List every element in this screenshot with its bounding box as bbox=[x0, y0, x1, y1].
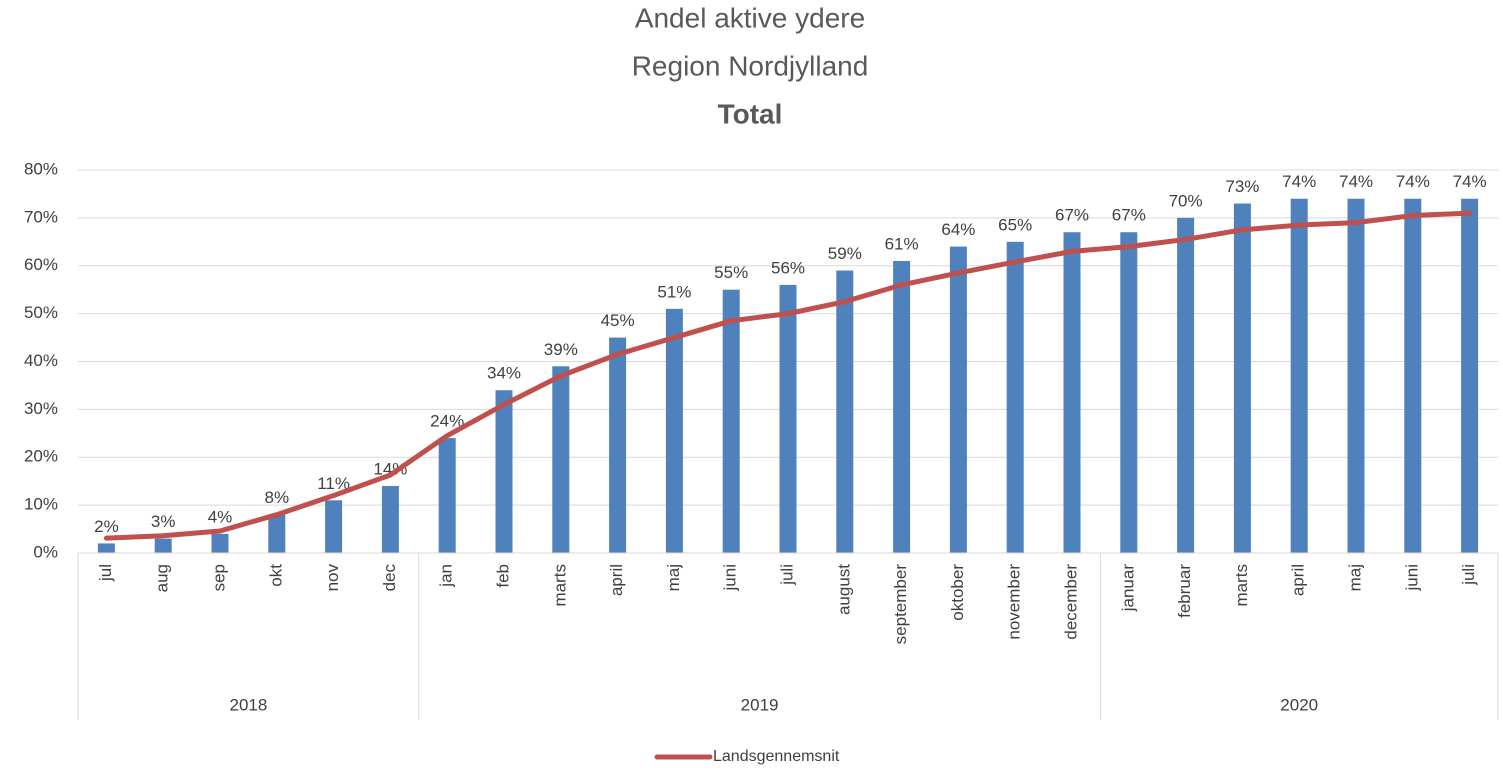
x-tick-label: august bbox=[834, 564, 853, 615]
x-tick-label: marts bbox=[550, 564, 569, 607]
x-tick-label: februar bbox=[1175, 564, 1194, 618]
x-tick-label: jan bbox=[437, 564, 456, 588]
bar bbox=[154, 538, 172, 553]
bar bbox=[268, 514, 286, 553]
data-label: 11% bbox=[317, 474, 350, 493]
data-label: 51% bbox=[657, 282, 691, 301]
y-tick-label: 80% bbox=[24, 159, 58, 178]
y-tick-label: 30% bbox=[24, 399, 58, 418]
x-tick-label: januar bbox=[1118, 564, 1137, 613]
x-tick-label: juli bbox=[1459, 564, 1478, 586]
data-label: 55% bbox=[714, 263, 748, 282]
bar bbox=[893, 260, 911, 553]
data-label: 73% bbox=[1225, 177, 1259, 196]
data-label: 4% bbox=[208, 507, 233, 526]
x-tick-label: sep bbox=[209, 564, 228, 591]
legend-label: Landsgennemsnit bbox=[713, 748, 840, 765]
bar bbox=[1177, 217, 1195, 553]
x-tick-label: feb bbox=[493, 564, 512, 588]
bar bbox=[495, 390, 513, 553]
x-tick-label: maj bbox=[664, 564, 683, 591]
x-tick-label: nov bbox=[323, 564, 342, 592]
data-label: 74% bbox=[1396, 172, 1430, 191]
x-tick-label: september bbox=[891, 564, 910, 645]
data-label: 70% bbox=[1169, 191, 1203, 210]
bar bbox=[1120, 232, 1138, 554]
x-tick-label: april bbox=[1289, 564, 1308, 596]
x-tick-label: aug bbox=[153, 564, 172, 592]
data-label: 24% bbox=[430, 412, 464, 431]
data-label: 61% bbox=[885, 234, 919, 253]
x-tick-label: juni bbox=[721, 564, 740, 591]
x-tick-label: marts bbox=[1232, 564, 1251, 607]
y-tick-label: 20% bbox=[24, 447, 58, 466]
x-tick-label: juni bbox=[1402, 564, 1421, 591]
bar bbox=[211, 533, 229, 553]
bar bbox=[836, 270, 854, 553]
data-label: 39% bbox=[544, 340, 578, 359]
bar bbox=[722, 289, 740, 553]
x-tick-label: april bbox=[607, 564, 626, 596]
group-label: 2018 bbox=[229, 695, 267, 714]
x-tick-label: okt bbox=[266, 564, 285, 587]
data-label: 74% bbox=[1282, 172, 1316, 191]
bar bbox=[552, 366, 570, 553]
y-tick-label: 60% bbox=[24, 255, 58, 274]
bar bbox=[325, 500, 343, 553]
data-label: 3% bbox=[151, 512, 176, 531]
bar bbox=[1063, 232, 1081, 554]
data-label: 67% bbox=[1055, 206, 1089, 225]
x-tick-label: maj bbox=[1345, 564, 1364, 591]
data-label: 59% bbox=[828, 244, 862, 263]
bar bbox=[97, 543, 115, 553]
x-tick-label: oktober bbox=[948, 564, 967, 621]
bar bbox=[1233, 203, 1251, 553]
x-tick-label: dec bbox=[380, 564, 399, 592]
group-label: 2019 bbox=[741, 695, 779, 714]
bar bbox=[1006, 241, 1024, 553]
y-tick-label: 40% bbox=[24, 351, 58, 370]
data-label: 67% bbox=[1112, 206, 1146, 225]
data-label: 56% bbox=[771, 258, 805, 277]
data-label: 64% bbox=[941, 220, 975, 239]
bar bbox=[1290, 198, 1308, 553]
bar bbox=[1404, 198, 1422, 553]
x-tick-label: juli bbox=[777, 564, 796, 586]
bar bbox=[609, 337, 627, 553]
bar bbox=[438, 438, 456, 553]
data-label: 74% bbox=[1339, 172, 1373, 191]
bar bbox=[1461, 198, 1479, 553]
chart-title: Andel aktive ydere bbox=[635, 2, 865, 33]
bar bbox=[381, 485, 399, 553]
bar bbox=[665, 308, 683, 553]
data-label: 65% bbox=[998, 215, 1032, 234]
data-label: 34% bbox=[487, 364, 521, 383]
bar bbox=[1347, 198, 1365, 553]
data-label: 45% bbox=[601, 311, 635, 330]
line-series bbox=[103, 210, 1473, 541]
group-label: 2020 bbox=[1280, 695, 1318, 714]
data-label: 14% bbox=[373, 459, 407, 478]
bar bbox=[779, 284, 797, 553]
data-label: 74% bbox=[1453, 172, 1487, 191]
data-label: 8% bbox=[265, 488, 290, 507]
y-tick-label: 70% bbox=[24, 207, 58, 226]
y-tick-label: 0% bbox=[33, 542, 58, 561]
x-tick-label: jul bbox=[96, 564, 115, 582]
data-label: 2% bbox=[94, 517, 119, 536]
x-tick-label: november bbox=[1005, 564, 1024, 640]
bar bbox=[949, 246, 967, 553]
x-tick-label: december bbox=[1061, 564, 1080, 640]
y-tick-label: 50% bbox=[24, 303, 58, 322]
chart-subtitle: Region Nordjylland bbox=[632, 50, 869, 81]
y-tick-label: 10% bbox=[24, 495, 58, 514]
chart-subtitle: Total bbox=[718, 98, 783, 129]
